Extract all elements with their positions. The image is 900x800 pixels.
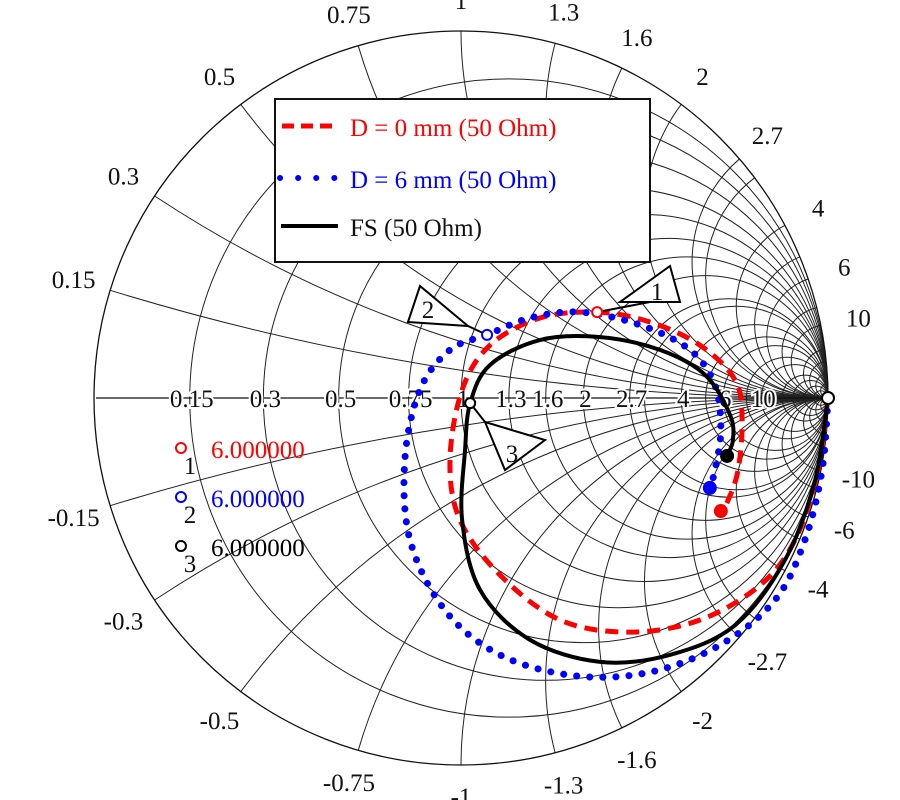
reactance-arc (766, 397, 829, 518)
resistance-tick-label: 0.5 (325, 386, 356, 413)
reactance-labels: 0.150.30.50.751 1.31.622.74610-0.15-0.3-0… (48, 0, 875, 800)
reactance-tick-label-negative: -0.3 (104, 609, 144, 636)
readout-marker-icon-1 (175, 442, 187, 454)
reactance-tick-label-positive: 1.6 (621, 25, 652, 52)
reactance-arc (735, 397, 829, 572)
reactance-arc (110, 289, 829, 399)
reactance-tick-label-negative: -1 (451, 784, 472, 800)
readout-value-3: 6.000000 (211, 535, 305, 562)
legend-box (274, 98, 651, 263)
reactance-tick-label-positive: 2 (696, 64, 709, 91)
readout-value-1: 6.000000 (211, 437, 305, 464)
reactance-tick-label-negative: -2.7 (748, 649, 788, 676)
marker-readouts: 1 6.000000 2 6.000000 3 6.000000 (175, 437, 305, 578)
marker-callout-label-1: 1 (651, 279, 664, 306)
reactance-arc (735, 224, 829, 399)
readout-marker-id-3: 3 (184, 551, 197, 578)
legend-label-0: D = 0 mm (50 Ohm) (350, 115, 556, 142)
reactance-tick-label-negative: -0.15 (48, 505, 100, 532)
resistance-tick-label: 0.15 (170, 386, 214, 413)
legend: D = 0 mm (50 Ohm) D = 6 mm (50 Ohm) FS (… (274, 98, 651, 263)
reactance-arc (240, 397, 829, 692)
readout-value-2: 6.000000 (211, 486, 305, 513)
reactance-tick-label-positive: 2.7 (752, 123, 783, 150)
reactance-arc (460, 397, 829, 766)
reactance-arc (691, 397, 829, 638)
marker-callout-3 (483, 420, 548, 472)
series-line-2 (459, 334, 830, 665)
reactance-arc (754, 397, 829, 540)
reactance-arc (766, 278, 829, 399)
reactance-arc (781, 307, 829, 399)
readout-marker-icon-2 (175, 491, 187, 503)
resistance-tick-label: 0.3 (250, 386, 281, 413)
marker-callout-2 (406, 284, 472, 328)
marker-point-3 (464, 397, 477, 410)
reactance-tick-label-positive: 1.3 (548, 0, 579, 26)
markers-group: 1 2 3 (406, 264, 682, 472)
reactance-arc (154, 397, 829, 601)
reactance-arc (691, 158, 829, 399)
resistance-tick-label: 2.7 (616, 386, 647, 413)
reactance-tick-label-positive: 1 (455, 0, 468, 15)
reactance-tick-label-positive: 4 (812, 196, 825, 223)
marker-callout-label-3: 3 (506, 441, 519, 468)
reactance-tick-label-positive: 0.3 (108, 163, 139, 190)
series-end-dot-2 (720, 448, 735, 463)
reactance-tick-label-negative: -2 (692, 708, 713, 735)
reactance-tick-label-positive: 0.5 (204, 64, 235, 91)
reactance-arc (545, 397, 829, 753)
reactance-arc (154, 195, 829, 399)
reactance-arc (781, 397, 829, 489)
reactance-tick-label-negative: -10 (842, 466, 875, 493)
readout-marker-icon-3 (175, 540, 187, 552)
reactance-tick-label-negative: -4 (808, 576, 829, 603)
marker-callout-label-2: 2 (422, 297, 435, 324)
reactance-arc (357, 397, 829, 751)
readout-marker-id-2: 2 (184, 502, 197, 529)
reactance-tick-label-positive: 6 (838, 255, 851, 282)
reactance-arc (790, 397, 829, 472)
resistance-tick-label: 4 (677, 386, 690, 413)
reactance-tick-label-negative: -1.6 (617, 747, 657, 774)
reactance-tick-label-positive: 0.15 (52, 267, 96, 294)
start-point-marker (821, 391, 835, 405)
series-line-1 (400, 308, 832, 681)
series-line-0 (447, 309, 831, 635)
series-end-dot-1 (702, 480, 717, 495)
reactance-arc (644, 397, 829, 692)
marker-point-1 (591, 306, 604, 319)
resistance-tick-label: 2 (579, 386, 592, 413)
reactance-tick-label-negative: -6 (834, 517, 855, 544)
reactance-arc (790, 324, 829, 399)
marker-callout-1 (616, 264, 682, 303)
series-end-dot-0 (713, 504, 728, 519)
reactance-arc (754, 256, 829, 399)
resistance-tick-label: 1.3 (495, 386, 526, 413)
reactance-tick-label-positive: 10 (846, 306, 871, 333)
legend-label-2: FS (50 Ohm) (350, 215, 482, 242)
readout-marker-id-1: 1 (184, 453, 197, 480)
series-group (400, 308, 835, 681)
legend-label-1: D = 6 mm (50 Ohm) (350, 167, 556, 194)
reactance-arc (705, 177, 829, 399)
reactance-tick-label-negative: -1.3 (544, 773, 584, 800)
reactance-tick-label-negative: -0.5 (200, 708, 240, 735)
resistance-tick-label: 1.6 (532, 386, 563, 413)
reactance-tick-label-positive: 0.75 (327, 2, 371, 29)
resistance-tick-label: 10 (751, 386, 776, 413)
marker-leader-1 (596, 301, 651, 314)
reactance-tick-label-negative: -0.75 (323, 770, 375, 797)
resistance-tick-label: 0.75 (389, 386, 433, 413)
marker-point-2 (481, 328, 494, 341)
